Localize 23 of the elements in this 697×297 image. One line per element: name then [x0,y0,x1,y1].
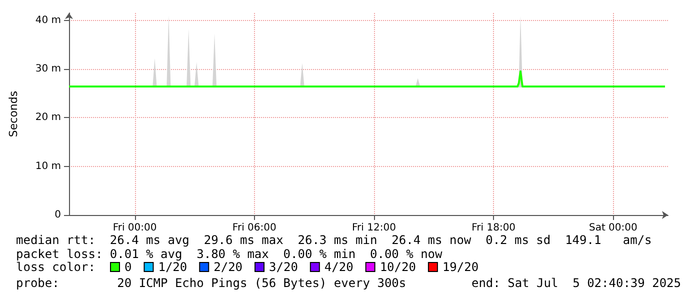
text: end: Sat Jul 5 02:40:39 2025 [471,276,681,290]
y-tick-label: 30 m [35,63,61,74]
text: packet loss: 0.01 % avg 3.80 % max 0.00 % min 0.00 % now [16,247,444,261]
legend-title: loss color: [16,260,96,274]
legend-label: 3/20 [269,260,298,274]
y-axis-title: Seconds [7,90,20,138]
legend-label: 19/20 [442,260,479,274]
y-tick-label: 0 [54,210,61,220]
legend-label: 10/20 [380,260,416,274]
x-tick-label: Fri 00:00 [112,222,157,234]
y-tick-label: 40 m [35,14,61,26]
text: median rtt: 26.4 ms avg 29.6 ms max 26.3 ms min 26.4 ms now 0.2 ms sd 149.1 am/s [16,233,652,247]
y-tick-label: 10 m [35,160,61,172]
x-tick-label: Fri 18:00 [472,222,516,234]
x-tick-label: Sat 00:00 [588,222,638,234]
x-tick-label: Fri 06:00 [232,222,276,234]
x-tick-label: Fri 12:00 [352,222,396,234]
legend-label: 2/20 [214,260,243,274]
text: probe: 20 ICMP Echo Pings (56 Bytes) every 300s [16,276,406,290]
legend-label: 4/20 [324,260,354,274]
legend-label: 1/20 [158,260,188,274]
y-tick-label: 20 m [35,112,61,124]
legend-label: 0 [124,260,132,274]
